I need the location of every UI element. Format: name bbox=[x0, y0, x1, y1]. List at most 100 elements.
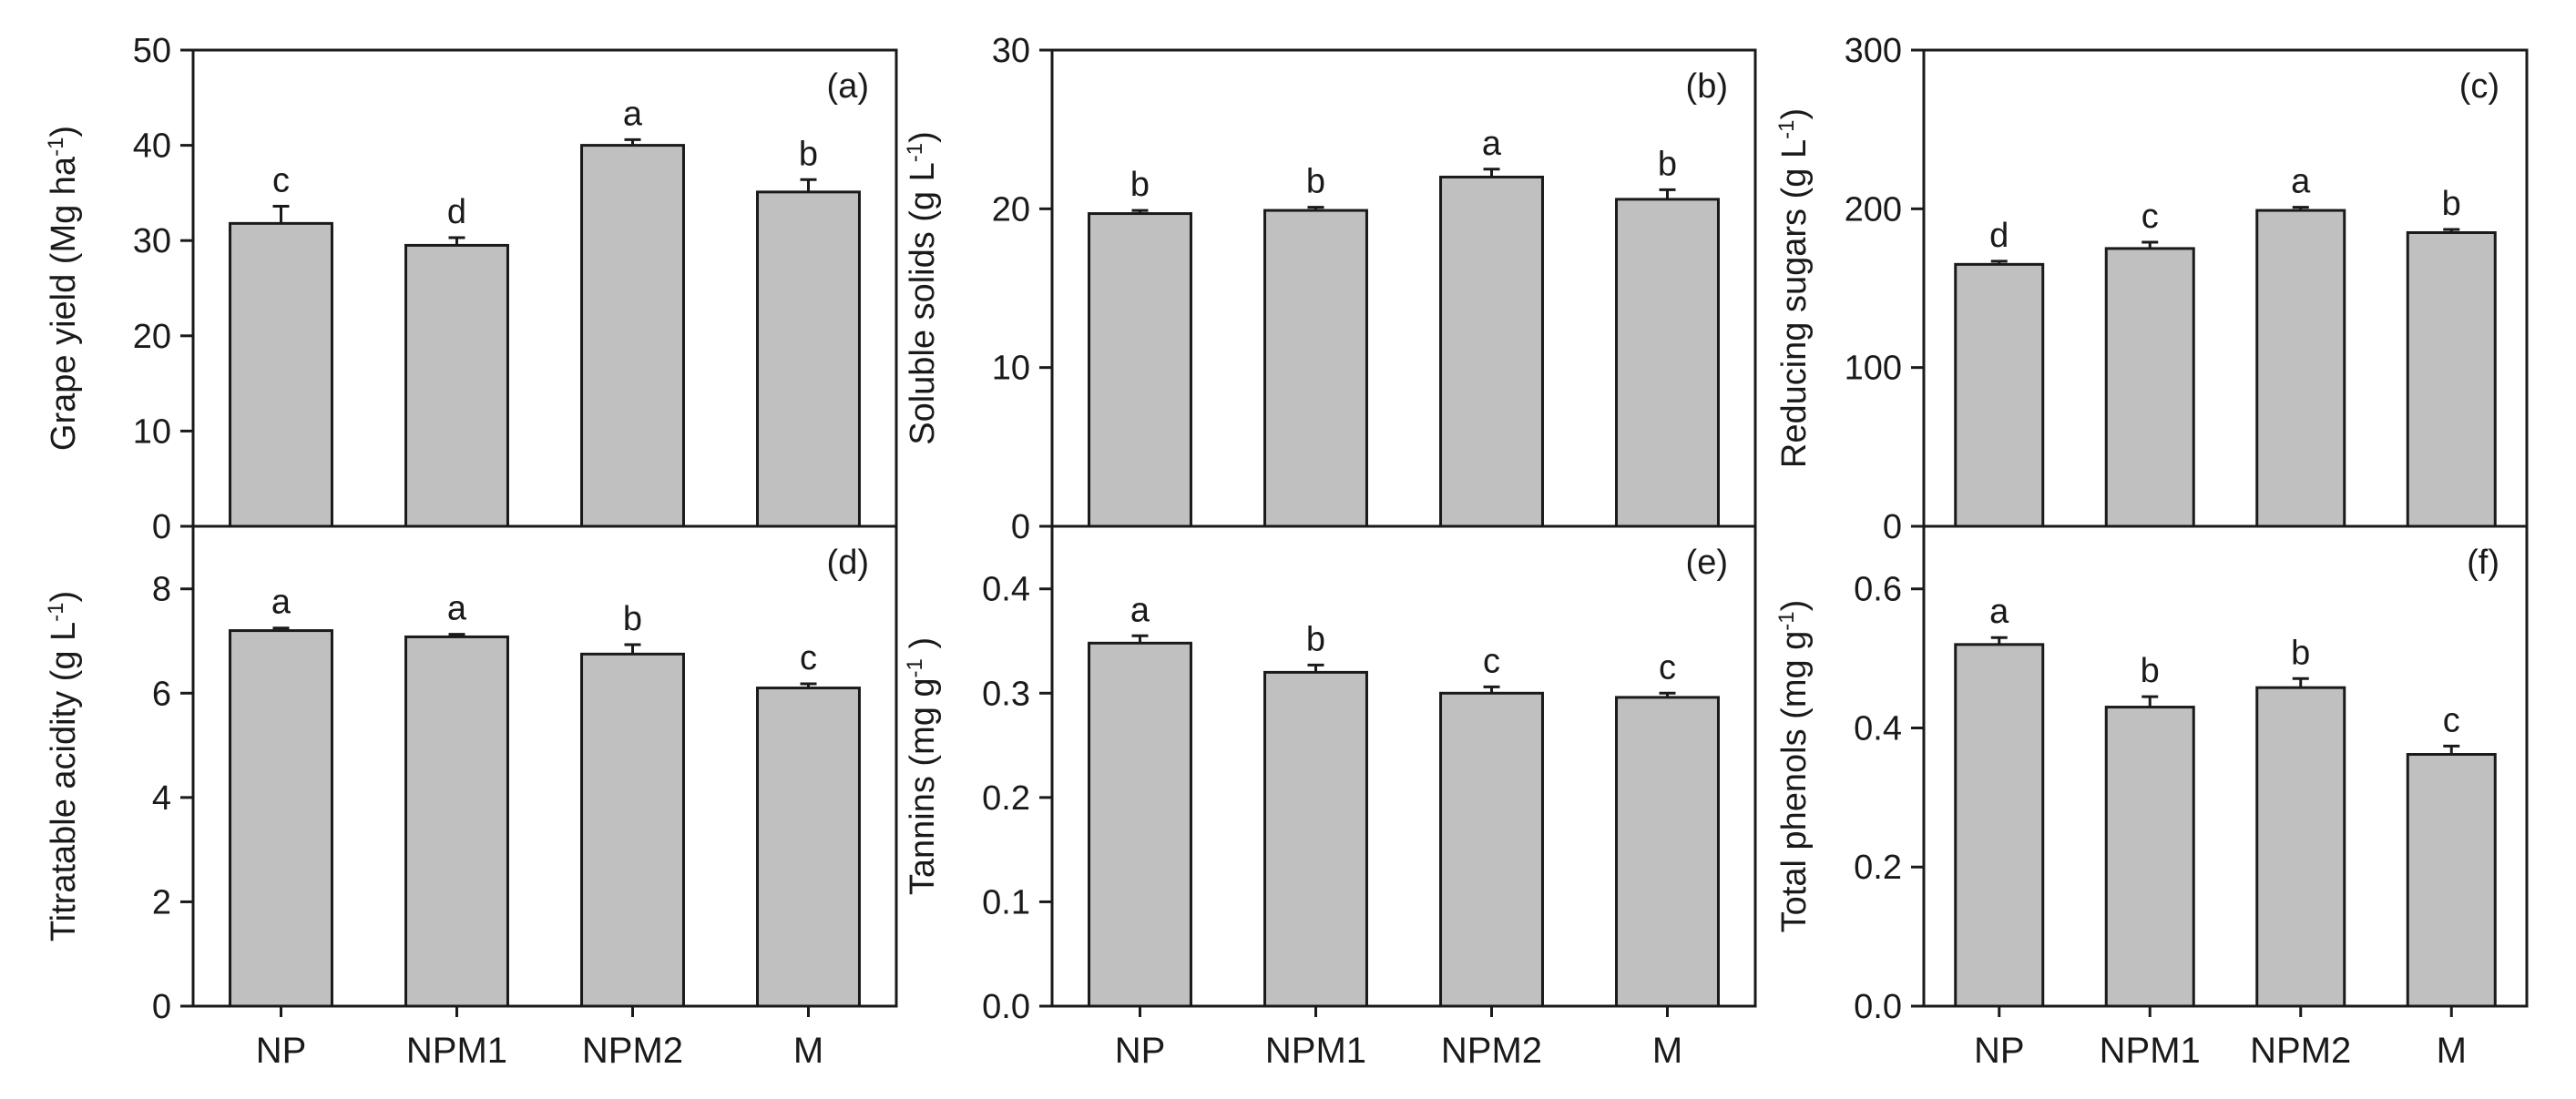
plot-frame bbox=[191, 524, 898, 1008]
significance-label: a bbox=[1989, 593, 2009, 631]
y-tick-label: 30 bbox=[133, 222, 171, 260]
significance-label: b bbox=[623, 600, 642, 638]
plot-frame bbox=[1050, 524, 1757, 1008]
y-tick-label: 300 bbox=[1845, 32, 1902, 70]
y-axis-title: Titratable acidity (g L-1) bbox=[44, 591, 84, 941]
panel-label: (d) bbox=[827, 544, 869, 582]
panel-label: (a) bbox=[827, 67, 869, 106]
y-tick-label: 50 bbox=[133, 32, 171, 70]
significance-label: b bbox=[2141, 652, 2160, 690]
y-tick-label: 200 bbox=[1845, 190, 1902, 229]
y-tick-label: 0.3 bbox=[982, 675, 1030, 713]
y-tick-label: 0.0 bbox=[1854, 988, 1902, 1026]
panel-label: (b) bbox=[1686, 67, 1728, 106]
y-tick-label: 20 bbox=[992, 190, 1030, 229]
x-tick-label-npm1: NPM1 bbox=[406, 1031, 507, 1071]
x-tick-label-m: M bbox=[1652, 1031, 1682, 1071]
category-axis: NP NPM1 NPM2 M NP NPM1 NPM2 M NP NPM1 NPM2 M bbox=[256, 1006, 2467, 1071]
bar-m bbox=[1615, 198, 1720, 528]
y-tick-label: 8 bbox=[152, 571, 171, 609]
panel-label: (c) bbox=[2459, 67, 2499, 106]
bar-npm2 bbox=[2255, 209, 2346, 528]
y-axis-title: Grape yield (Mg ha-1) bbox=[44, 126, 84, 451]
x-tick-label-npm2: NPM2 bbox=[582, 1031, 683, 1071]
significance-label: a bbox=[623, 95, 643, 133]
y-tick-label: 0 bbox=[1011, 508, 1030, 546]
y-tick-label: 0.1 bbox=[982, 883, 1030, 921]
chart-panel-2: 0 10 20 30 b b a b (b) Soluble solids (g L-1) bbox=[903, 32, 1757, 546]
significance-label: c bbox=[800, 639, 817, 677]
bar-m bbox=[2406, 753, 2497, 1008]
significance-label: b bbox=[1306, 163, 1325, 201]
y-tick-label: 10 bbox=[992, 350, 1030, 388]
x-tick-label-np: NP bbox=[1115, 1031, 1166, 1071]
bar-npm2 bbox=[1439, 175, 1544, 528]
significance-label: c bbox=[1659, 648, 1676, 687]
chart-panel-6: 0.0 0.2 0.4 0.6 a b b c (f) Total phenols (mg g-1… bbox=[1774, 524, 2529, 1026]
significance-label: c bbox=[2142, 198, 2159, 236]
bar-m bbox=[2406, 230, 2497, 528]
significance-label: c bbox=[2443, 701, 2460, 739]
y-tick-label: 30 bbox=[992, 32, 1030, 70]
bar-npm2 bbox=[2255, 686, 2346, 1008]
y-tick-label: 0.0 bbox=[982, 988, 1030, 1026]
significance-label: b bbox=[1306, 620, 1325, 658]
bar-npm1 bbox=[404, 635, 509, 1008]
y-tick-label: 20 bbox=[133, 318, 171, 356]
bar-m bbox=[756, 190, 861, 528]
x-tick-label-npm2: NPM2 bbox=[1441, 1031, 1542, 1071]
significance-label: a bbox=[1130, 591, 1150, 629]
y-tick-label: 10 bbox=[133, 412, 171, 451]
significance-label: d bbox=[1989, 217, 2009, 255]
bar-npm2 bbox=[580, 652, 685, 1008]
significance-label: d bbox=[447, 193, 466, 231]
significance-label: c bbox=[1483, 642, 1500, 680]
x-tick-label-npm2: NPM2 bbox=[2250, 1031, 2351, 1071]
x-tick-label-np: NP bbox=[1974, 1031, 2025, 1071]
significance-label: a bbox=[271, 584, 291, 622]
y-tick-label: 0.6 bbox=[1854, 571, 1902, 609]
y-tick-label: 100 bbox=[1845, 350, 1902, 388]
y-tick-label: 0 bbox=[152, 508, 171, 546]
significance-label: b bbox=[1130, 166, 1150, 204]
significance-label: a bbox=[2291, 163, 2311, 201]
panel-label: (f) bbox=[2467, 544, 2499, 582]
bar-npm1 bbox=[1263, 670, 1368, 1008]
significance-label: b bbox=[1658, 145, 1677, 183]
significance-label: a bbox=[1482, 125, 1502, 163]
y-tick-label: 0.2 bbox=[1854, 849, 1902, 887]
bar-np bbox=[229, 221, 333, 528]
bar-m bbox=[1615, 696, 1720, 1008]
x-tick-label-m: M bbox=[2437, 1031, 2467, 1071]
bar-npm1 bbox=[2104, 706, 2195, 1008]
y-tick-label: 2 bbox=[152, 883, 171, 921]
significance-label: a bbox=[447, 590, 467, 628]
y-axis-title: Tannins (mg g-1 ) bbox=[903, 637, 943, 895]
bar-np bbox=[1954, 643, 2045, 1008]
plot-frame bbox=[1922, 524, 2529, 1008]
x-tick-label-np: NP bbox=[256, 1031, 307, 1071]
y-axis-title: Total phenols (mg g-1) bbox=[1774, 600, 1814, 933]
chart-panel-3: 0 100 200 300 d c a b (c) Reducing sugars (g L-1) bbox=[1774, 32, 2529, 546]
y-tick-label: 4 bbox=[152, 779, 171, 818]
y-tick-label: 6 bbox=[152, 675, 171, 713]
significance-label: b bbox=[2291, 634, 2310, 672]
chart-panel-5: 0.0 0.1 0.2 0.3 0.4 a b c c (e) Tannins (mg g-1 ) bbox=[903, 524, 1757, 1026]
bar-npm1 bbox=[404, 243, 509, 528]
bar-npm1 bbox=[1263, 209, 1368, 528]
y-tick-label: 0 bbox=[152, 988, 171, 1026]
bar-np bbox=[229, 629, 333, 1008]
y-axis-title: Soluble solids (g L-1) bbox=[903, 131, 943, 445]
y-tick-label: 0.4 bbox=[982, 571, 1030, 609]
x-tick-label-m: M bbox=[793, 1031, 823, 1071]
significance-label: c bbox=[272, 162, 290, 200]
chart-panel-1: 0 10 20 30 40 50 c d a b(a) Grape yield (Mg ha-1) bbox=[44, 32, 898, 546]
chart-panel-4: 0 2 4 6 8 a a b c (d) Titratable acidity (g L-1) bbox=[44, 524, 898, 1026]
y-tick-label: 0.4 bbox=[1854, 709, 1902, 748]
significance-label: b bbox=[799, 135, 818, 173]
bar-npm1 bbox=[2104, 247, 2195, 528]
bar-np bbox=[1088, 641, 1192, 1008]
x-tick-label-npm1: NPM1 bbox=[1265, 1031, 1366, 1071]
